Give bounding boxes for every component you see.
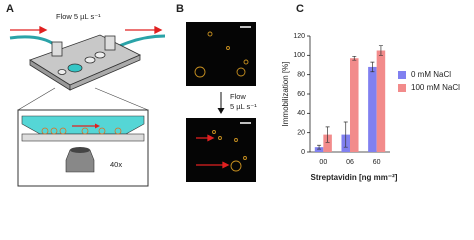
y-tick-label: 60 (297, 91, 305, 98)
x-tick-label: 00 (319, 159, 327, 166)
error-bar (325, 126, 330, 143)
y-axis-title: Immobilization [%] (281, 62, 290, 127)
x-tick-label: 06 (346, 159, 354, 166)
error-bar (317, 144, 322, 150)
y-tick-label: 20 (297, 130, 305, 137)
error-bar (352, 55, 357, 61)
cross-section (17, 87, 149, 187)
x-axis-title: Streptavidin [ng mm⁻²] (311, 173, 398, 182)
y-tick-label: 80 (297, 72, 305, 79)
bar-chart: 0 20 40 60 80 100 120 Immobilization [%] Strepta… (281, 33, 460, 182)
bar (350, 58, 359, 152)
flow-label: Flow 5 µL s⁻¹ (56, 12, 101, 21)
flow-label: Flow (230, 92, 246, 101)
y-tick-label: 100 (293, 52, 305, 59)
chip (9, 34, 166, 91)
y-tick-label: 40 (297, 110, 305, 117)
y-tick-label: 0 (301, 149, 305, 156)
flow-rate: 5 µL s⁻¹ (230, 102, 257, 111)
panel-label: A (6, 3, 14, 15)
error-bar (343, 121, 348, 148)
y-tick-label: 120 (293, 33, 305, 40)
x-tick-label: 60 (373, 159, 381, 166)
figure: A Flow 5 µL s⁻¹ 40x B (6, 3, 460, 187)
legend-label: 100 mM NaCl (411, 83, 460, 92)
micrograph-bottom (186, 118, 256, 182)
bar (368, 66, 377, 152)
flow-arrow-down (217, 92, 225, 114)
bar (314, 147, 324, 152)
error-bar (370, 61, 375, 73)
panel-label: C (296, 3, 304, 15)
legend-label: 0 mM NaCl (411, 70, 451, 79)
flow-arrows (10, 25, 163, 35)
bar (376, 50, 386, 152)
error-bar (378, 45, 383, 56)
bar (323, 134, 332, 152)
objective-label: 40x (110, 160, 122, 169)
micrograph-top (186, 22, 256, 86)
panel-label: B (176, 3, 184, 15)
legend-swatch (398, 71, 406, 79)
legend-swatch (398, 84, 406, 92)
